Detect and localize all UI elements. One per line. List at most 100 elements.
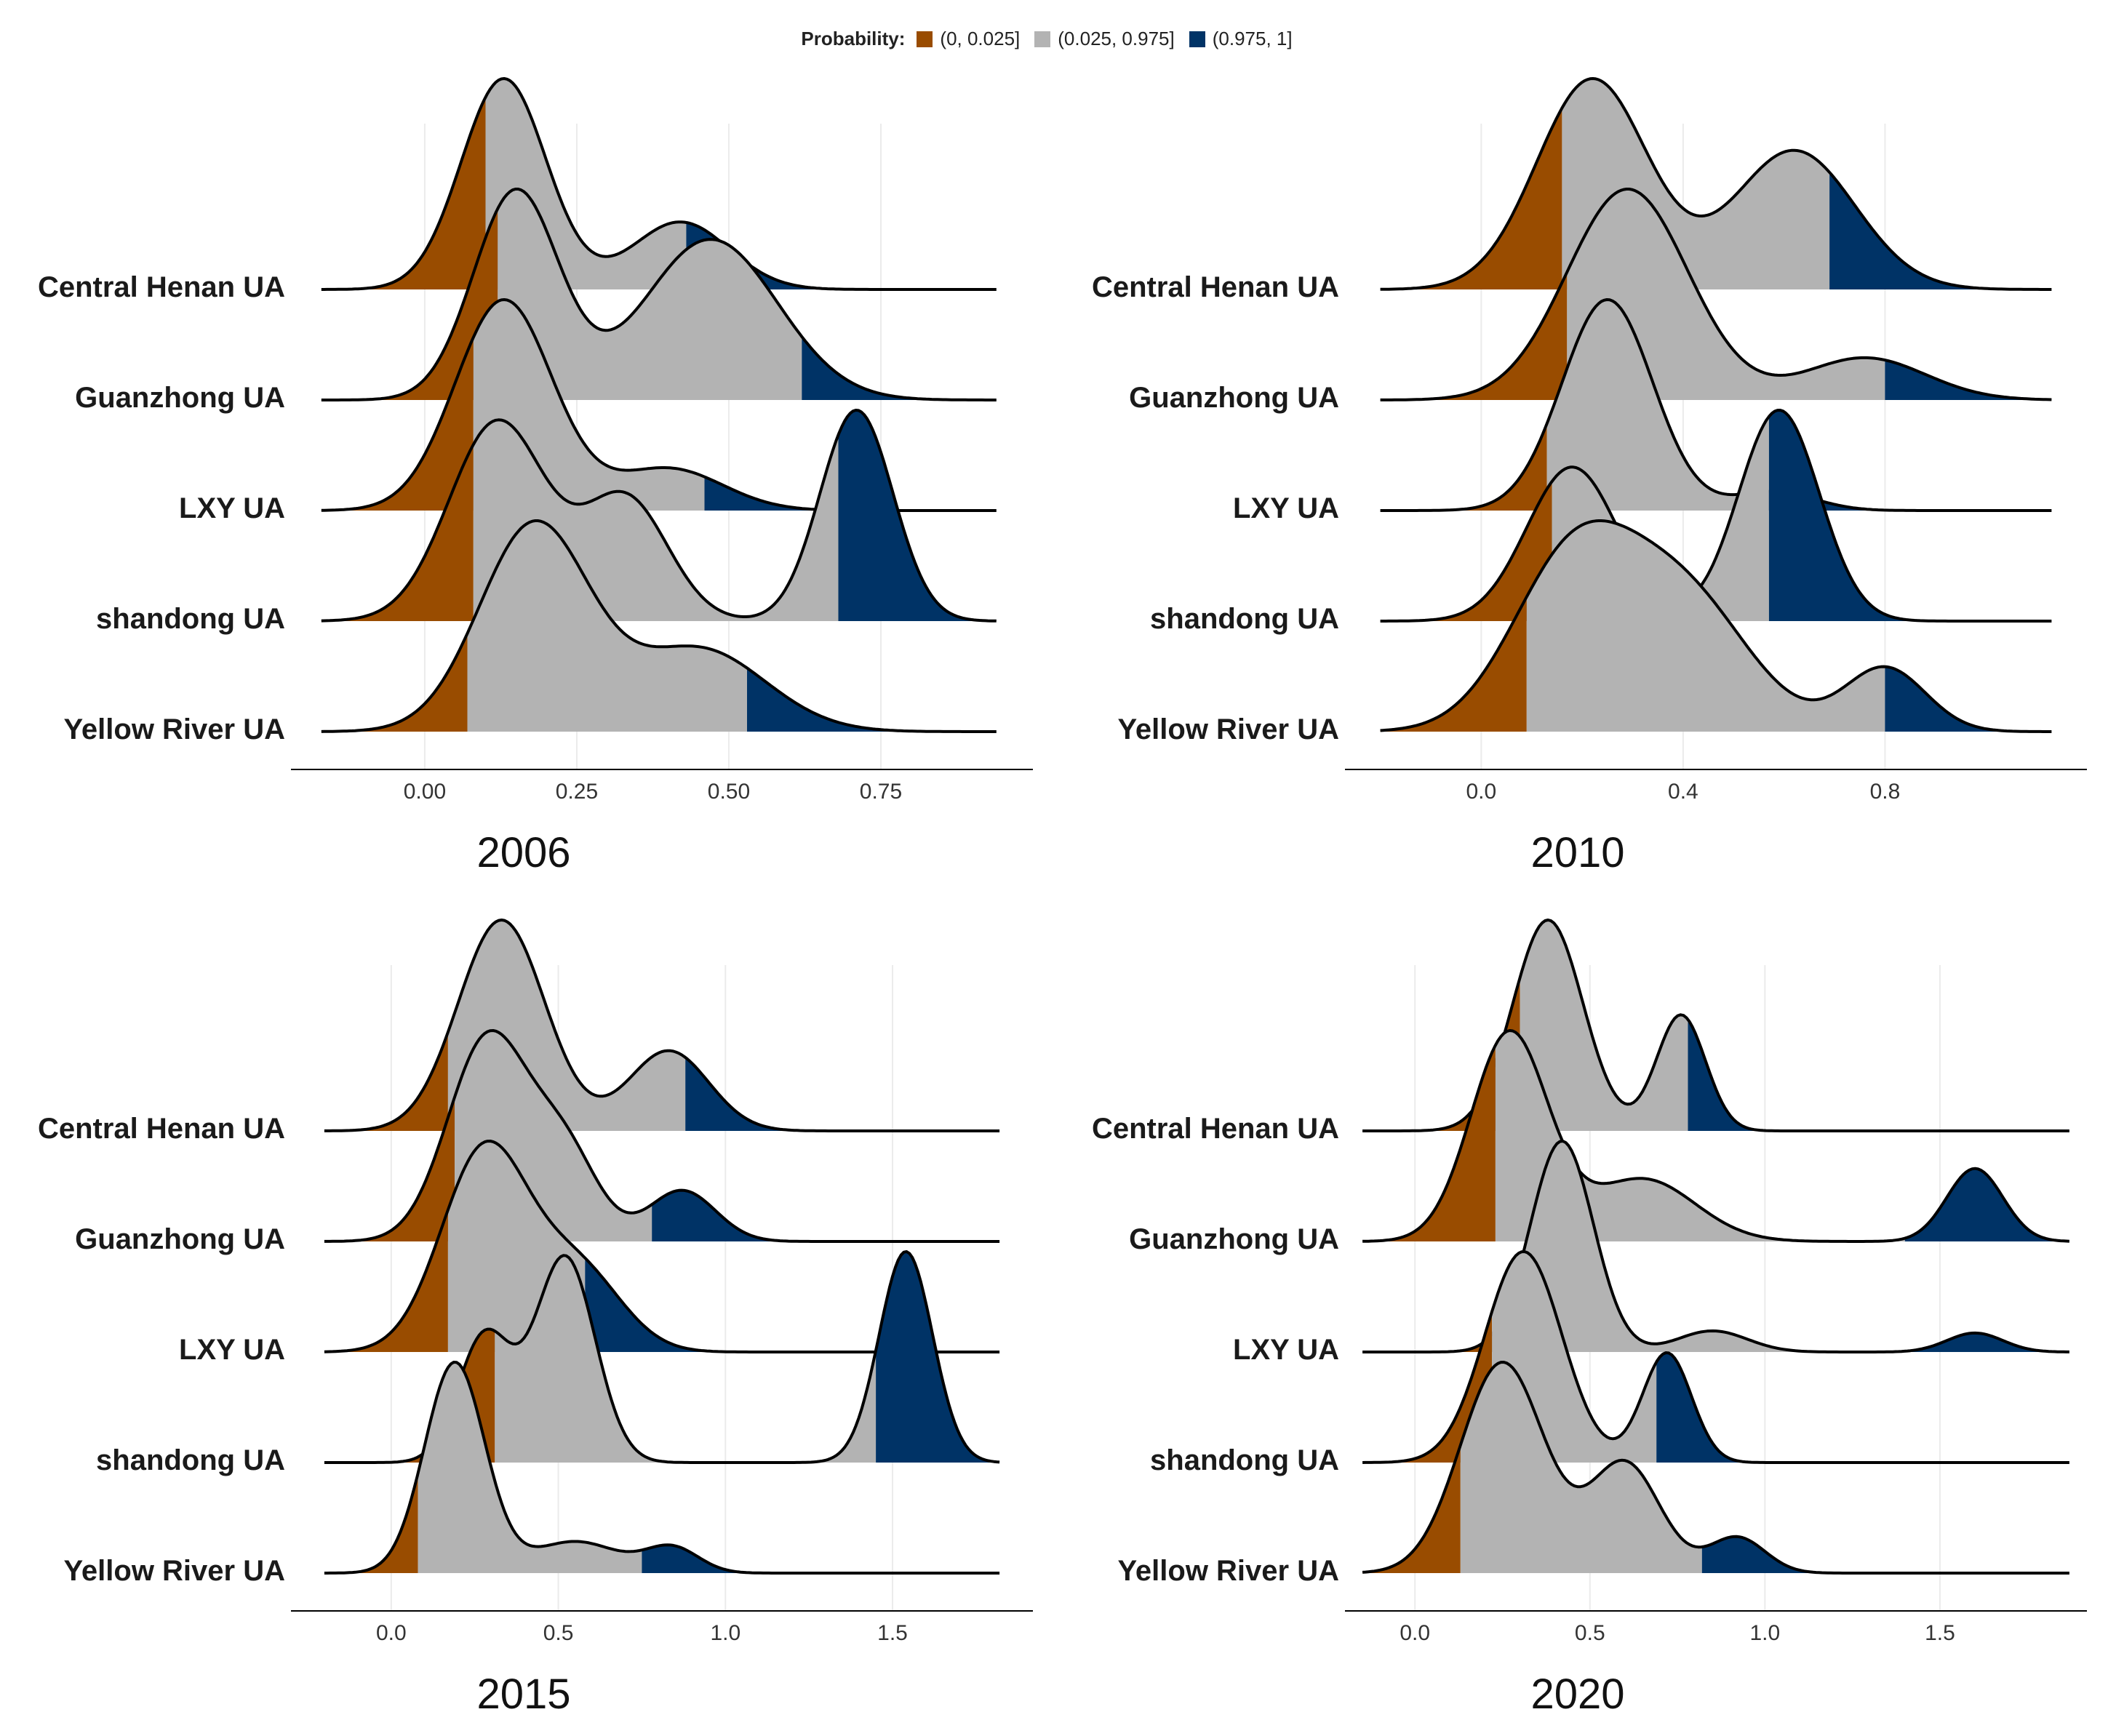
category-label-shandong-ua: shandong UA (1150, 603, 1339, 635)
category-label-yellow-river-ua: Yellow River UA (1117, 1555, 1339, 1587)
ridge-yellow-river-ua-mid (418, 1362, 642, 1573)
ridge-yellow-river-ua-high (1701, 1536, 2069, 1573)
panel-2006: Central Henan UA Guanzhong UA LXY UA shando… (38, 77, 1033, 876)
ridge-shandong-ua-high (876, 1252, 1000, 1463)
x-tick-label-2: 1.0 (710, 1621, 740, 1645)
category-label-central-henan-ua: Central Henan UA (38, 1113, 285, 1145)
ridge-guanzhong-ua-low (1362, 1045, 1496, 1241)
x-tick-label-3: 1.5 (877, 1621, 908, 1645)
ridge-shandong-ua-high (1768, 410, 2052, 621)
legend-item-high: (0.975, 1] (1189, 28, 1293, 50)
category-label-central-henan-ua: Central Henan UA (1092, 1113, 1339, 1145)
ridge-outline-yellow-river-ua (324, 1361, 1000, 1575)
ridge-outline-guanzhong-ua (1380, 188, 2052, 401)
ridge-lxy-ua-low (1380, 423, 1547, 511)
ridge-outline-shandong-ua (1380, 409, 2052, 623)
legend-swatch-mid (1034, 31, 1051, 47)
panel-title: 2010 (1530, 829, 1624, 876)
ridge-yellow-river-ua-low (1380, 596, 1527, 732)
ridge-outline-shandong-ua (1362, 1250, 2069, 1464)
ridge-yellow-river-ua-low (1362, 1445, 1461, 1573)
x-tick-label-0: 0.0 (376, 1621, 407, 1645)
category-label-lxy-ua: LXY UA (1233, 1334, 1339, 1366)
category-label-yellow-river-ua: Yellow River UA (63, 1555, 285, 1587)
ridge-lxy-ua-mid (1495, 1141, 1905, 1352)
x-tick-label-1: 0.5 (1575, 1621, 1605, 1645)
ridge-outline-guanzhong-ua (321, 188, 997, 401)
x-tick-label-2: 0.50 (708, 780, 750, 804)
ridge-central-henan-ua-low (324, 1032, 448, 1131)
ridge-lxy-ua-high (1904, 1332, 2069, 1352)
ridge-central-henan-ua-high (1688, 1019, 2069, 1131)
x-tick-label-1: 0.25 (556, 780, 598, 804)
ridge-yellow-river-ua-low (324, 1473, 418, 1573)
ridge-central-henan-ua-high (685, 1057, 1000, 1131)
x-tick-label-1: 0.4 (1668, 780, 1698, 804)
ridge-shandong-ua-low (1362, 1311, 1493, 1463)
ridge-guanzhong-ua-mid (1567, 189, 1885, 400)
ridge-outline-central-henan-ua (321, 77, 997, 291)
panel-title: 2006 (476, 829, 570, 876)
category-label-guanzhong-ua: Guanzhong UA (75, 1223, 285, 1255)
legend-item-mid: (0.025, 0.975] (1034, 28, 1175, 50)
ridge-shandong-ua-high (838, 410, 997, 621)
x-tick-label-2: 0.8 (1870, 780, 1901, 804)
ridge-shandong-ua-low (1380, 481, 1552, 621)
ridge-central-henan-ua-mid (1520, 920, 1688, 1131)
panel-2010: Central Henan UA Guanzhong UA LXY UA shando… (1092, 77, 2087, 876)
ridge-outline-shandong-ua (321, 409, 997, 623)
ridge-outline-guanzhong-ua (324, 1029, 1000, 1243)
ridge-outline-yellow-river-ua (1380, 519, 2052, 733)
legend-swatch-low (917, 31, 933, 47)
panel-2020: Central Henan UA Guanzhong UA LXY UA shando… (1092, 919, 2087, 1718)
category-label-central-henan-ua: Central Henan UA (1092, 271, 1339, 303)
x-tick-label-2: 1.0 (1749, 1621, 1780, 1645)
legend-item-low: (0, 0.025] (917, 28, 1020, 50)
x-tick-label-0: 0.00 (404, 780, 446, 804)
category-label-guanzhong-ua: Guanzhong UA (1129, 382, 1339, 414)
ridge-yellow-river-ua-low (321, 633, 468, 732)
ridge-central-henan-ua-high (1829, 172, 2052, 289)
ridge-guanzhong-ua-low (321, 208, 498, 400)
ridge-guanzhong-ua-high (802, 336, 997, 400)
ridge-guanzhong-ua-high (1904, 1168, 2069, 1241)
ridge-yellow-river-ua-high (1885, 666, 2052, 732)
category-label-lxy-ua: LXY UA (1233, 492, 1339, 524)
ridge-shandong-ua-high (1656, 1353, 2069, 1463)
ridge-guanzhong-ua-high (652, 1190, 1000, 1241)
ridge-lxy-ua-high (704, 476, 997, 511)
category-label-yellow-river-ua: Yellow River UA (63, 713, 285, 745)
ridge-outline-yellow-river-ua (1362, 1361, 2069, 1575)
ridge-lxy-ua-low (324, 1209, 448, 1352)
ridge-outline-central-henan-ua (1380, 77, 2052, 291)
category-label-yellow-river-ua: Yellow River UA (1117, 713, 1339, 745)
ridge-yellow-river-ua-mid (467, 521, 747, 732)
ridge-guanzhong-ua-high (1885, 360, 2052, 400)
ridge-yellow-river-ua-mid (1460, 1362, 1702, 1573)
category-label-lxy-ua: LXY UA (179, 492, 285, 524)
panel-title: 2015 (476, 1671, 570, 1718)
ridge-outline-central-henan-ua (324, 919, 1000, 1132)
category-label-shandong-ua: shandong UA (96, 603, 285, 635)
ridge-yellow-river-ua-mid (1526, 521, 1885, 732)
category-label-guanzhong-ua: Guanzhong UA (75, 382, 285, 414)
ridge-central-henan-ua-low (321, 97, 486, 289)
legend: Probability: (0, 0.025] (0.025, 0.975] (… (0, 28, 2108, 50)
panel-2015: Central Henan UA Guanzhong UA LXY UA shando… (38, 919, 1033, 1718)
x-tick-label-0: 0.0 (1466, 780, 1496, 804)
x-tick-label-0: 0.0 (1400, 1621, 1430, 1645)
ridge-shandong-ua-low (321, 444, 474, 621)
ridge-outline-guanzhong-ua (1362, 1029, 2069, 1243)
category-label-shandong-ua: shandong UA (1150, 1444, 1339, 1476)
legend-swatch-high (1189, 31, 1205, 47)
category-label-shandong-ua: shandong UA (96, 1444, 285, 1476)
legend-label-low: (0, 0.025] (940, 28, 1021, 49)
ridge-outline-yellow-river-ua (321, 519, 997, 733)
ridge-outline-lxy-ua (1362, 1140, 2069, 1353)
ridge-lxy-ua-high (585, 1257, 1000, 1352)
category-label-lxy-ua: LXY UA (179, 1334, 285, 1366)
ridge-guanzhong-ua-low (324, 1097, 455, 1241)
category-label-central-henan-ua: Central Henan UA (38, 271, 285, 303)
legend-label-high: (0.975, 1] (1212, 28, 1293, 49)
ridge-yellow-river-ua-high (747, 668, 997, 732)
